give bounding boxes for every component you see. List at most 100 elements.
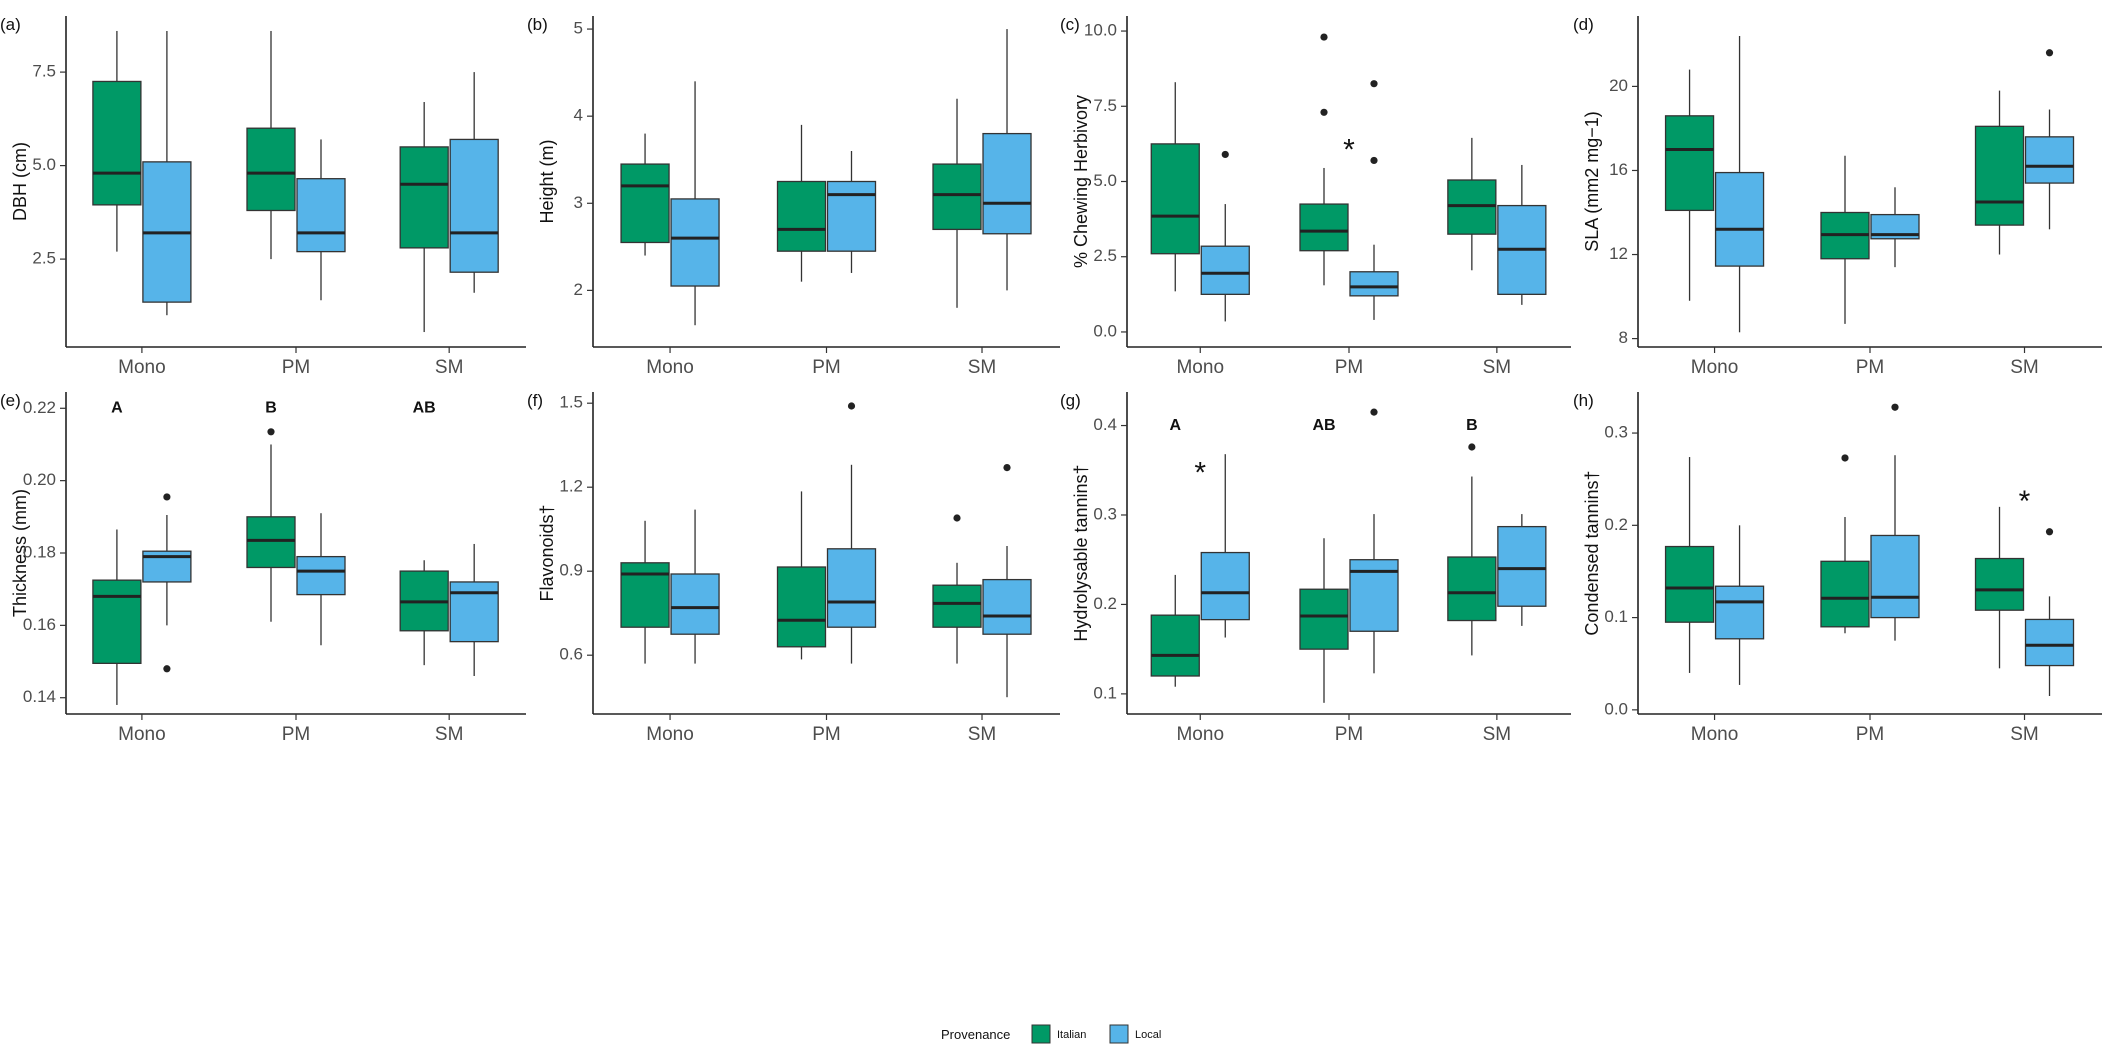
panel-f-y-tick-label: 0.6 xyxy=(559,645,583,664)
panel-f-local-pm-box xyxy=(826,548,877,628)
panel-c-x-tick-label: PM xyxy=(1335,357,1364,378)
panel-g-y-tick-label: 0.4 xyxy=(1093,415,1117,434)
panels: (a) DBH (cm) 2.5 5.0 7.5 Mono PM SM (b) Height (m… xyxy=(0,15,2102,745)
panel-c: (c) % Chewing Herbivory 0.0 2.5 5.0 7.5 10.0 Mo… xyxy=(1060,15,1571,378)
panel-c-local-pm-box xyxy=(1349,271,1399,297)
panel-a-italian-sm-box xyxy=(399,146,449,249)
panel-d-y-tick-label: 8 xyxy=(1619,328,1628,347)
panel-g-group-letter: B xyxy=(1466,417,1478,434)
panel-f-italian-sm-box xyxy=(932,584,982,628)
panel-h-y-tick-label: 0.2 xyxy=(1604,515,1628,534)
panel-f-x-tick-label: Mono xyxy=(646,724,694,745)
panel-c-y-tick-label: 2.5 xyxy=(1093,246,1117,265)
panel-h-y-tick-label: 0.1 xyxy=(1604,607,1628,626)
panel-g-x-tick-label: SM xyxy=(1483,724,1512,745)
panel-h-local-mono-box xyxy=(1714,585,1765,640)
panel-b-local-mono-box xyxy=(670,198,720,287)
panel-g-y-tick-label: 0.1 xyxy=(1093,683,1117,702)
panel-b-x-tick-label: Mono xyxy=(646,357,694,378)
panel-c-italian-mono-box xyxy=(1150,143,1200,255)
panel-d-x-tick-label: SM xyxy=(2010,357,2039,378)
panel-f-local-sm-outlier xyxy=(1003,464,1011,472)
panel-f-italian-mono-box xyxy=(620,562,670,628)
panel-e-y-axis-label: Thickness (mm) xyxy=(10,489,30,617)
panel-c-local-mono-box xyxy=(1200,245,1250,295)
panel-c-y-tick-label: 5.0 xyxy=(1093,171,1117,190)
panel-b-local-sm-box xyxy=(982,132,1032,235)
panel-a-x-tick-label: PM xyxy=(282,357,311,378)
panel-f-x-tick-label: PM xyxy=(812,724,841,745)
panel-f-y-tick-label: 0.9 xyxy=(559,561,583,580)
panel-f-italian-sm-outlier xyxy=(953,514,961,522)
panel-a-y-tick-label: 7.5 xyxy=(32,62,56,81)
panel-d-y-tick-label: 12 xyxy=(1609,244,1628,263)
panel-c-y-axis-label: % Chewing Herbivory xyxy=(1071,95,1091,268)
panel-a-local-sm-box xyxy=(449,138,499,273)
panel-e-y-tick-label: 0.22 xyxy=(23,398,56,417)
panel-h-y-tick-label: 0.0 xyxy=(1604,699,1628,718)
legend-swatch-local xyxy=(1109,1024,1129,1044)
panel-e-italian-pm-box xyxy=(246,516,296,569)
panel-c-italian-pm-outlier xyxy=(1320,108,1328,116)
panel-g-x-tick-label: Mono xyxy=(1176,724,1224,745)
panel-b-y-tick-label: 3 xyxy=(574,193,583,212)
panel-c-italian-pm-box xyxy=(1299,203,1349,252)
panel-c-italian-sm-box xyxy=(1447,179,1497,235)
panel-e-group-letter: AB xyxy=(413,399,436,416)
panel-f-local-pm-outlier xyxy=(847,402,856,410)
panel-h-local-pm-box xyxy=(1870,534,1920,619)
panel-h-local-sm-outlier xyxy=(2045,528,2054,536)
panel-e-y-tick-label: 0.14 xyxy=(23,687,56,706)
panel-f-y-tick-label: 1.5 xyxy=(559,393,583,412)
panel-h: (h) Condensed tannins† 0.0 0.1 0.2 0.3 Mono PM S… xyxy=(1573,391,2102,745)
panel-e-y-tick-label: 0.16 xyxy=(23,615,56,634)
panel-b-local-pm-box xyxy=(826,180,877,252)
panel-h-y-axis-label: Condensed tannins† xyxy=(1582,470,1602,635)
panel-g-significance-star: * xyxy=(1194,456,1206,489)
panel-g-italian-pm-box xyxy=(1299,588,1349,650)
panel-b-y-tick-label: 5 xyxy=(574,19,583,38)
legend-title: Provenance xyxy=(941,1027,1010,1042)
panel-g-y-tick-label: 0.3 xyxy=(1093,504,1117,523)
panel-f: (f) Flavonoids† 0.6 0.9 1.2 1.5 Mono PM SM xyxy=(527,391,1060,745)
panel-g-italian-sm-box xyxy=(1447,556,1497,622)
panel-d-y-tick-label: 16 xyxy=(1609,160,1628,179)
panel-b-italian-mono-box xyxy=(620,163,670,244)
panel-g-local-pm-outlier xyxy=(1370,408,1378,416)
panel-g-letter: (g) xyxy=(1060,391,1081,410)
panel-d-local-sm-box xyxy=(2024,136,2075,184)
panel-c-significance-star: * xyxy=(1343,133,1355,166)
panel-h-letter: (h) xyxy=(1573,391,1594,410)
panel-c-italian-pm-outlier xyxy=(1320,33,1328,41)
panel-e-local-sm-box xyxy=(449,581,499,643)
panel-d-italian-sm-box xyxy=(1974,125,2025,226)
panel-g-group-letter: A xyxy=(1169,417,1181,434)
panel-e-italian-pm-outlier xyxy=(267,428,275,436)
panel-b: (b) Height (m) 2 3 4 5 Mono PM SM xyxy=(527,15,1060,378)
panel-a-x-tick-label: SM xyxy=(435,357,464,378)
panel-e-group-letter: A xyxy=(111,399,123,416)
panel-a-italian-pm-box xyxy=(246,127,296,212)
panel-g-local-mono-box xyxy=(1200,551,1250,621)
panel-a-y-axis-label: DBH (cm) xyxy=(10,142,30,221)
panel-b-x-tick-label: SM xyxy=(968,357,997,378)
panel-h-italian-pm-box xyxy=(1820,560,1870,628)
panel-b-italian-pm-box xyxy=(776,180,827,252)
panel-h-italian-pm-outlier xyxy=(1841,454,1849,462)
panel-c-x-tick-label: Mono xyxy=(1176,357,1224,378)
panel-b-y-tick-label: 2 xyxy=(574,280,583,299)
panel-e-x-tick-label: Mono xyxy=(118,724,166,745)
panel-g: (g) Hydrolysable tannins† 0.1 0.2 0.3 0.4 Mono… xyxy=(1060,391,1571,745)
panel-h-x-tick-label: PM xyxy=(1856,724,1885,745)
panel-d-y-tick-label: 20 xyxy=(1609,76,1628,95)
panel-b-letter: (b) xyxy=(527,15,548,34)
panel-d-italian-mono-box xyxy=(1664,115,1715,212)
panel-a-y-tick-label: 5.0 xyxy=(32,155,56,174)
panel-e-letter: (e) xyxy=(0,391,21,410)
panel-c-x-tick-label: SM xyxy=(1483,357,1512,378)
panel-a: (a) DBH (cm) 2.5 5.0 7.5 Mono PM SM xyxy=(0,15,526,378)
panel-a-local-pm-box xyxy=(296,178,346,253)
panel-g-y-axis-label: Hydrolysable tannins† xyxy=(1071,464,1091,641)
panel-h-x-tick-label: SM xyxy=(2010,724,2039,745)
